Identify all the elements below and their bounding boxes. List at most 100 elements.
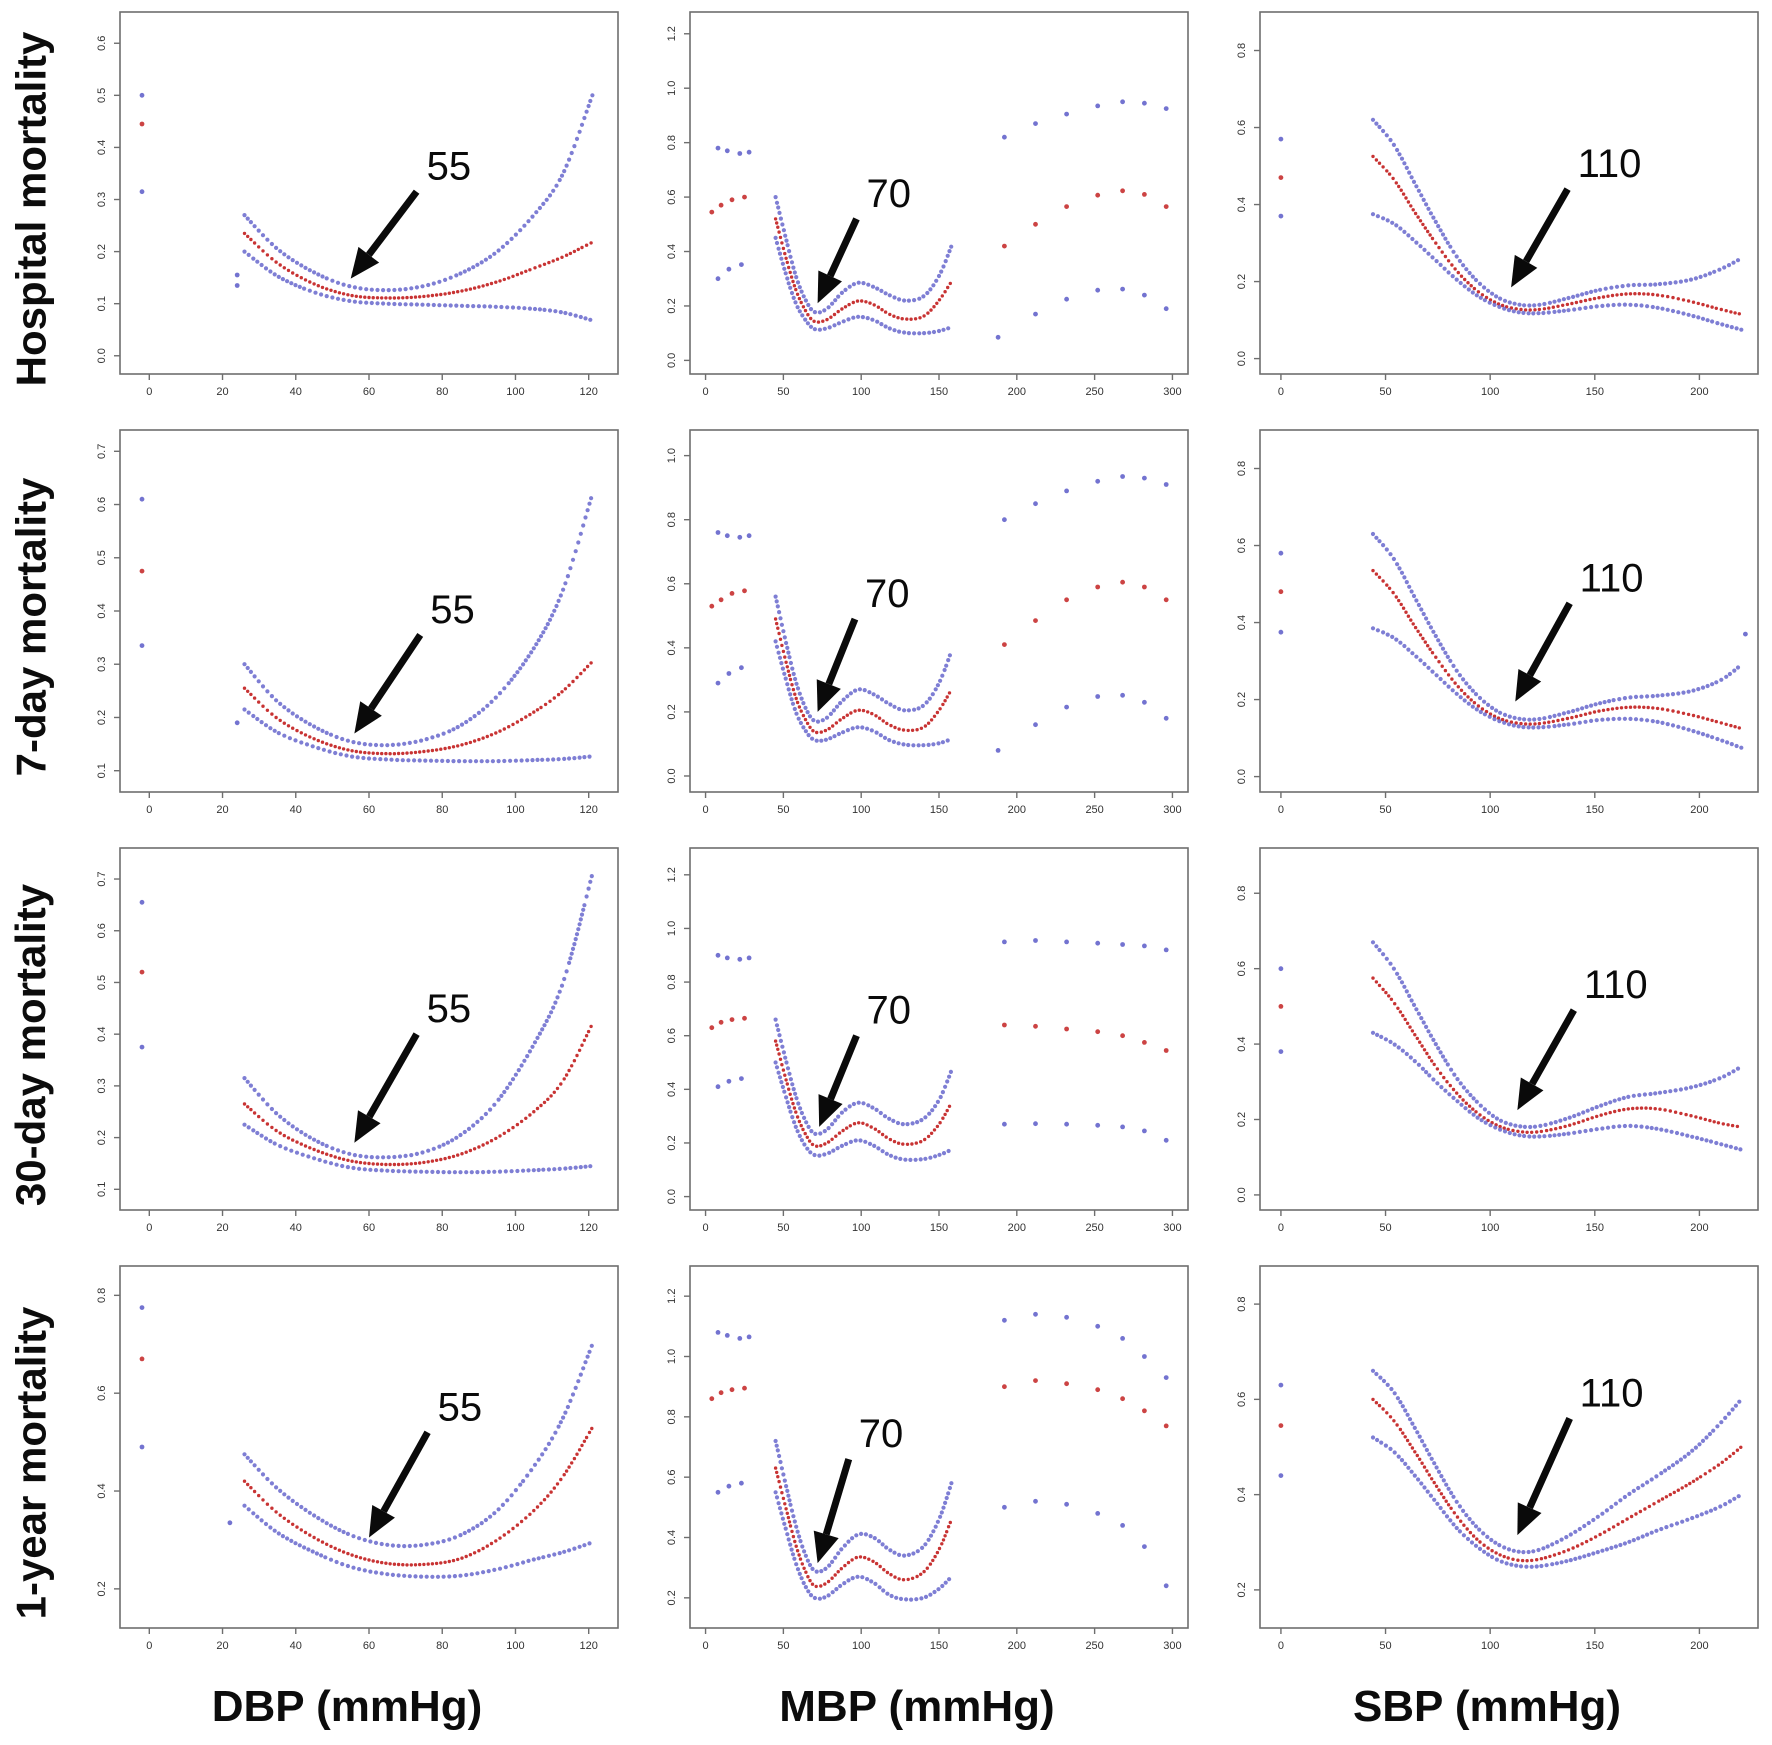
nadir-annotation-label: 55	[427, 145, 472, 189]
svg-text:120: 120	[580, 1222, 598, 1234]
svg-text:0.2: 0.2	[96, 1130, 108, 1145]
svg-text:80: 80	[436, 386, 448, 398]
row-label-hospital-mortality: Hospital mortality	[0, 0, 62, 418]
svg-text:200: 200	[1008, 1640, 1026, 1652]
svg-text:0.4: 0.4	[666, 640, 678, 655]
svg-text:0.6: 0.6	[1236, 538, 1248, 553]
svg-text:40: 40	[290, 1640, 302, 1652]
svg-text:20: 20	[216, 1640, 228, 1652]
svg-text:0: 0	[1278, 1222, 1284, 1234]
svg-text:80: 80	[436, 1222, 448, 1234]
svg-text:0.8: 0.8	[1236, 1296, 1248, 1311]
svg-text:0.6: 0.6	[666, 1028, 678, 1043]
x-axis-title-sbp: SBP (mmHg)	[1352, 1682, 1622, 1731]
svg-text:80: 80	[436, 1640, 448, 1652]
svg-text:0.6: 0.6	[96, 923, 108, 938]
svg-text:0.4: 0.4	[1236, 615, 1248, 630]
svg-text:50: 50	[777, 804, 789, 816]
svg-text:50: 50	[777, 1640, 789, 1652]
svg-text:0.3: 0.3	[96, 192, 108, 207]
svg-text:60: 60	[363, 386, 375, 398]
svg-text:0.6: 0.6	[96, 497, 108, 512]
svg-text:0.6: 0.6	[1236, 120, 1248, 135]
svg-text:0.6: 0.6	[666, 189, 678, 204]
svg-text:0: 0	[703, 1222, 709, 1234]
svg-text:150: 150	[1586, 1222, 1604, 1234]
svg-text:0.8: 0.8	[666, 512, 678, 527]
svg-text:200: 200	[1690, 386, 1708, 398]
svg-text:0: 0	[703, 386, 709, 398]
svg-text:100: 100	[852, 386, 870, 398]
nadir-annotation-label: 55	[438, 1385, 483, 1429]
svg-text:1.0: 1.0	[666, 921, 678, 936]
svg-text:0.4: 0.4	[96, 1483, 108, 1498]
svg-text:200: 200	[1690, 1222, 1708, 1234]
svg-text:0.8: 0.8	[96, 1288, 108, 1303]
chart-svg-7day-dbp: 0 20 40 60 80 100 120 0.1 0.2 0.3 0.4 0.5 0.6 0.7 55	[96, 429, 619, 816]
panel-1year-mortality-dbp: 0 20 40 60 80 100 120 0.2 0.4 0.6 0.8 55	[62, 1254, 632, 1672]
svg-text:300: 300	[1163, 1640, 1181, 1652]
svg-text:100: 100	[1481, 1640, 1499, 1652]
nadir-annotation-label: 55	[427, 987, 472, 1031]
row-label-text: 1-year mortality	[7, 1306, 54, 1620]
row-label-text: 7-day mortality	[7, 477, 55, 777]
svg-text:100: 100	[852, 804, 870, 816]
svg-text:0.6: 0.6	[96, 1386, 108, 1401]
svg-text:250: 250	[1085, 1640, 1103, 1652]
svg-text:0: 0	[703, 1640, 709, 1652]
svg-text:0: 0	[146, 1640, 152, 1652]
row-label-text: Hospital mortality	[7, 31, 55, 387]
panel-7day-mortality-dbp: 0 20 40 60 80 100 120 0.1 0.2 0.3 0.4 0.5 0.6 0.7 55	[62, 418, 632, 836]
nadir-annotation-label: 55	[430, 588, 475, 632]
svg-text:100: 100	[1481, 804, 1499, 816]
svg-text:0.8: 0.8	[1236, 43, 1248, 58]
svg-text:0.5: 0.5	[96, 550, 108, 565]
svg-text:0: 0	[1278, 386, 1284, 398]
row-label-1year-mortality: 1-year mortality	[0, 1254, 62, 1672]
chart-svg-7day-sbp: 0 50 100 150 200 0.0 0.2 0.4 0.6 0.8 110	[1236, 429, 1759, 816]
svg-text:0.2: 0.2	[96, 1581, 108, 1596]
svg-text:50: 50	[1379, 804, 1391, 816]
panel-1year-mortality-sbp: 0 50 100 150 200 0.2 0.4 0.6 0.8 110	[1202, 1254, 1772, 1672]
panel-hospital-mortality-sbp: 0 50 100 150 200 0.0 0.2 0.4 0.6 0.8 110	[1202, 0, 1772, 418]
svg-text:0.6: 0.6	[666, 1470, 678, 1485]
nadir-annotation-label: 110	[1578, 142, 1642, 186]
svg-text:150: 150	[1586, 1640, 1604, 1652]
svg-text:100: 100	[506, 1222, 524, 1234]
svg-text:50: 50	[1379, 1640, 1391, 1652]
svg-text:80: 80	[436, 804, 448, 816]
svg-text:150: 150	[930, 386, 948, 398]
svg-text:0.8: 0.8	[666, 1409, 678, 1424]
svg-text:0.0: 0.0	[96, 348, 108, 363]
row-label-30day-mortality: 30-day mortality	[0, 836, 62, 1254]
svg-text:50: 50	[1379, 1222, 1391, 1234]
svg-text:0.2: 0.2	[1236, 1112, 1248, 1127]
svg-text:0.2: 0.2	[1236, 692, 1248, 707]
svg-text:100: 100	[506, 804, 524, 816]
panel-1year-mortality-mbp: 0 50 100 150 200 250 300 0.2 0.4 0.6 0.8 1.0 1.2 70	[632, 1254, 1202, 1672]
chart-svg-hospital-mbp: 0 50 100 150 200 250 300 0.0 0.2 0.4 0.6 0.8 1.0 1.2 7…	[666, 11, 1189, 398]
svg-text:60: 60	[363, 1222, 375, 1234]
svg-text:1.2: 1.2	[666, 26, 678, 41]
chart-svg-hospital-dbp: 0 20 40 60 80 100 120 0.0 0.1 0.2 0.3 0.4 0.5 0.6 55	[96, 11, 619, 398]
panel-hospital-mortality-dbp: 0 20 40 60 80 100 120 0.0 0.1 0.2 0.3 0.4 0.5 0.6 55	[62, 0, 632, 418]
svg-text:0.8: 0.8	[1236, 886, 1248, 901]
x-axis-title-mbp: MBP (mmHg)	[779, 1682, 1055, 1731]
svg-text:150: 150	[930, 1640, 948, 1652]
svg-text:0.0: 0.0	[1236, 769, 1248, 784]
svg-text:0.2: 0.2	[96, 710, 108, 725]
nadir-annotation-label: 70	[859, 1412, 904, 1456]
svg-text:0.0: 0.0	[666, 1189, 678, 1204]
svg-text:250: 250	[1085, 386, 1103, 398]
svg-text:0.7: 0.7	[96, 871, 108, 886]
svg-text:0.3: 0.3	[96, 1078, 108, 1093]
panel-30day-mortality-dbp: 0 20 40 60 80 100 120 0.1 0.2 0.3 0.4 0.5 0.6 0.7 55	[62, 836, 632, 1254]
svg-text:200: 200	[1008, 386, 1026, 398]
svg-text:150: 150	[930, 1222, 948, 1234]
svg-text:0: 0	[146, 1222, 152, 1234]
svg-text:0.2: 0.2	[1236, 274, 1248, 289]
svg-text:300: 300	[1163, 386, 1181, 398]
svg-text:0.4: 0.4	[96, 1027, 108, 1042]
panel-30day-mortality-mbp: 0 50 100 150 200 250 300 0.0 0.2 0.4 0.6 0.8 1.0 1.2 7…	[632, 836, 1202, 1254]
svg-text:1.0: 1.0	[666, 448, 678, 463]
